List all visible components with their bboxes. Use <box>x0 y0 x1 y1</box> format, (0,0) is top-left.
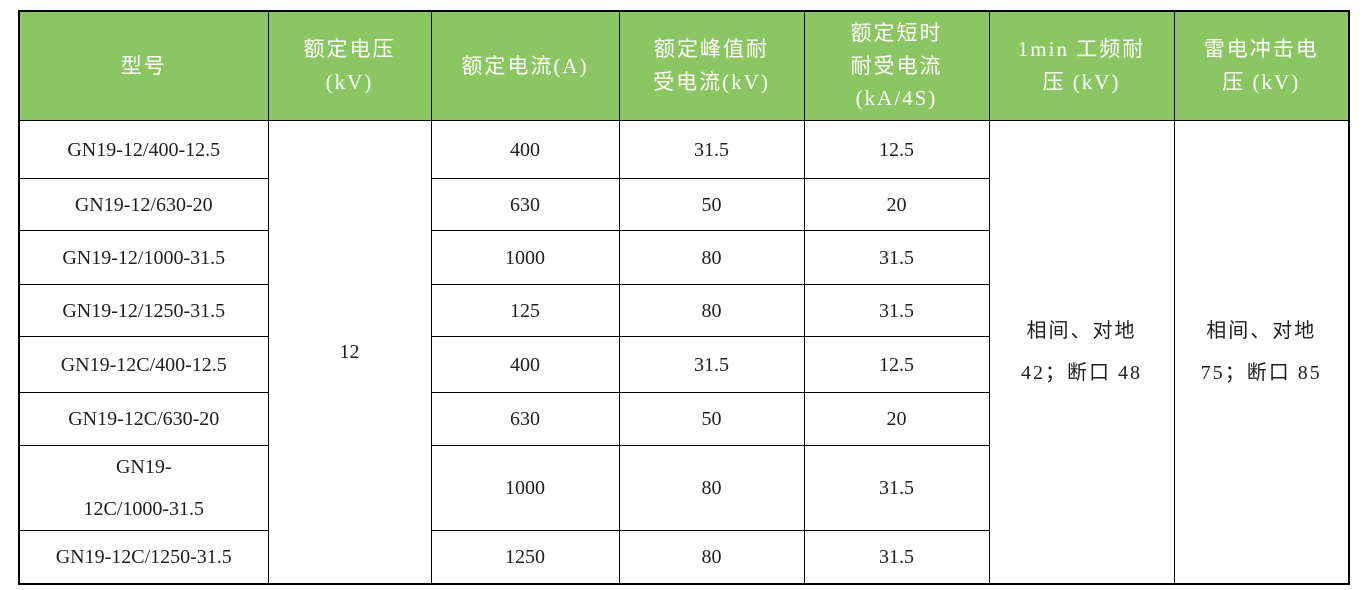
rated-current-cell: 1000 <box>430 230 620 285</box>
table-row: GN19-12/400-12.5 12 400 31.5 12.5 相间、对地 … <box>18 120 1350 584</box>
rated-current-cell: 1000 <box>430 445 620 531</box>
model-cell: GN19-12/630-20 <box>18 178 269 231</box>
header-cell-peak-withstand-current: 额定峰值耐 受电流(kV) <box>618 10 805 121</box>
rated-current-cell: 125 <box>430 284 620 337</box>
table-row: GN19-12C/400-12.5 400 31.5 12.5 <box>18 336 1349 393</box>
model-cell: GN19- 12C/1000-31.5 <box>18 445 269 531</box>
short-time-cell: 31.5 <box>803 445 990 531</box>
peak-withstand-cell: 80 <box>618 530 805 584</box>
table-row: GN19-12C/1250-31.5 1250 80 31.5 <box>18 530 1349 584</box>
model-cell: GN19-12C/1250-31.5 <box>18 530 269 584</box>
peak-withstand-cell: 80 <box>618 230 805 285</box>
short-time-cell: 12.5 <box>803 120 990 179</box>
short-time-cell: 12.5 <box>803 336 990 393</box>
table-body: GN19-12/400-12.5 12 400 31.5 12.5 相间、对地 … <box>18 120 1350 584</box>
header-cell-short-time-current: 额定短时 耐受电流 (kA/4S) <box>803 10 990 121</box>
short-time-cell: 31.5 <box>803 530 990 584</box>
header-cell-power-frequency-withstand: 1min 工频耐 压 (kV) <box>988 10 1175 121</box>
table-row: GN19-12/630-20 630 50 20 <box>18 178 1349 231</box>
model-cell: GN19-12C/630-20 <box>18 392 269 446</box>
short-time-cell: 20 <box>803 178 990 231</box>
model-cell: GN19-12C/400-12.5 <box>18 336 269 393</box>
lightning-impulse-merged-cell: 相间、对地 75；断口 85 <box>1173 120 1350 584</box>
peak-withstand-cell: 80 <box>618 445 805 531</box>
short-time-cell: 31.5 <box>803 230 990 285</box>
short-time-cell: 31.5 <box>803 284 990 337</box>
header-cell-model: 型号 <box>18 10 269 121</box>
header-cell-lightning-impulse: 雷电冲击电 压 (kV) <box>1173 10 1350 121</box>
spec-table: 型号 额定电压 (kV) 额定电流(A) 额定峰值耐 受电流(kV) 额定短时 … <box>18 10 1350 585</box>
short-time-cell: 20 <box>803 392 990 446</box>
header-cell-rated-current: 额定电流(A) <box>430 10 620 121</box>
model-cell: GN19-12/1000-31.5 <box>18 230 269 285</box>
peak-withstand-cell: 80 <box>618 284 805 337</box>
rated-current-cell: 630 <box>430 178 620 231</box>
table-row: GN19- 12C/1000-31.5 1000 80 31.5 <box>18 445 1349 531</box>
table-row: GN19-12/1000-31.5 1000 80 31.5 <box>18 230 1349 285</box>
table-row: GN19-12/1250-31.5 125 80 31.5 <box>18 284 1349 337</box>
power-frequency-withstand-merged-cell: 相间、对地 42；断口 48 <box>988 120 1175 584</box>
table-row: GN19-12C/630-20 630 50 20 <box>18 392 1349 446</box>
rated-current-cell: 400 <box>430 120 620 179</box>
peak-withstand-cell: 31.5 <box>618 120 805 179</box>
model-cell: GN19-12/1250-31.5 <box>18 284 269 337</box>
header-cell-rated-voltage: 额定电压 (kV) <box>267 10 432 121</box>
rated-current-cell: 400 <box>430 336 620 393</box>
model-cell: GN19-12/400-12.5 <box>18 120 269 179</box>
header-row: 型号 额定电压 (kV) 额定电流(A) 额定峰值耐 受电流(kV) 额定短时 … <box>18 10 1350 121</box>
peak-withstand-cell: 31.5 <box>618 336 805 393</box>
rated-current-cell: 1250 <box>430 530 620 584</box>
rated-voltage-merged-cell: 12 <box>267 120 432 584</box>
peak-withstand-cell: 50 <box>618 178 805 231</box>
table-header: 型号 额定电压 (kV) 额定电流(A) 额定峰值耐 受电流(kV) 额定短时 … <box>18 10 1350 121</box>
rated-current-cell: 630 <box>430 392 620 446</box>
peak-withstand-cell: 50 <box>618 392 805 446</box>
